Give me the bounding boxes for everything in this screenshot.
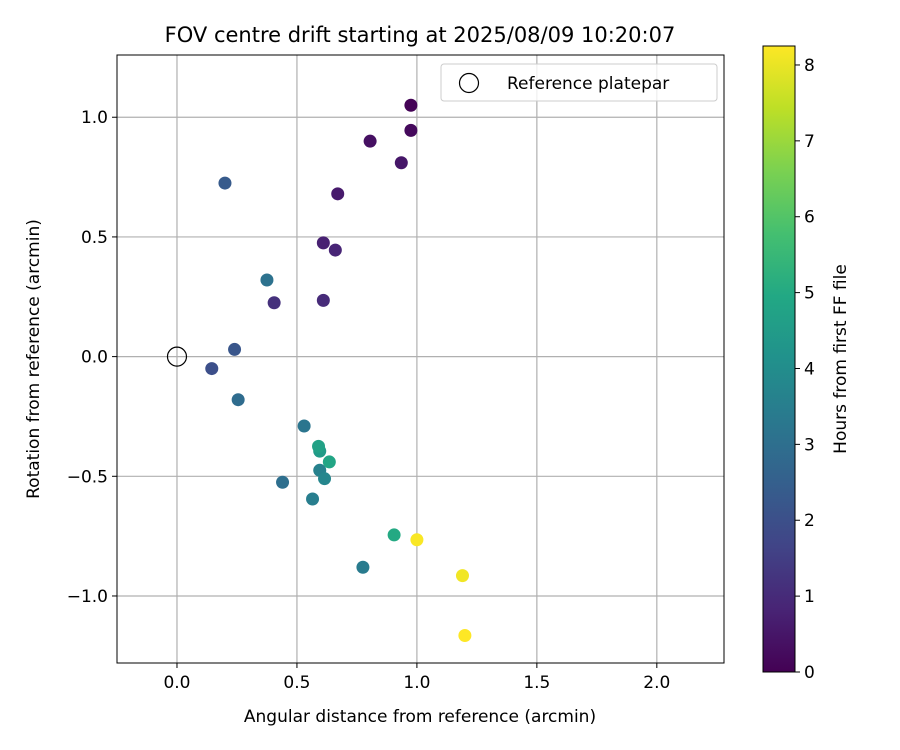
scatter-point xyxy=(394,156,408,170)
y-tick-label: −0.5 xyxy=(67,467,108,487)
reference-platepar-point xyxy=(166,346,188,367)
scatter-point xyxy=(312,439,326,453)
scatter-point xyxy=(297,419,311,433)
scatter-point xyxy=(306,492,320,506)
colorbar-tick-label: 1 xyxy=(804,587,815,607)
scatter-point xyxy=(404,98,418,112)
scatter-point xyxy=(231,393,245,407)
scatter-point xyxy=(458,628,472,642)
y-tick-label: 0.0 xyxy=(81,348,108,368)
y-axis-label: Rotation from reference (arcmin) xyxy=(24,219,44,499)
scatter-point xyxy=(218,176,232,190)
x-axis-label: Angular distance from reference (arcmin) xyxy=(244,707,596,727)
scatter-points xyxy=(166,98,472,642)
x-tick-label: 0.0 xyxy=(163,673,190,693)
scatter-point xyxy=(331,187,345,201)
scatter-point xyxy=(316,293,330,307)
colorbar-label: Hours from first FF file xyxy=(831,264,851,454)
grid xyxy=(117,55,724,663)
scatter-point xyxy=(228,342,242,356)
scatter-point xyxy=(318,472,332,486)
scatter-point xyxy=(363,134,377,148)
colorbar-tick-label: 2 xyxy=(804,511,815,531)
colorbar-tick-label: 4 xyxy=(804,359,815,379)
colorbar: 0 1 2 3 4 5 6 7 8 Hours from first FF file xyxy=(762,45,851,683)
colorbar-tick-label: 7 xyxy=(804,132,815,152)
scatter-point xyxy=(205,362,219,376)
x-axis: 0.0 0.5 1.0 1.5 2.0 xyxy=(163,663,670,693)
legend-box xyxy=(440,63,718,102)
scatter-point xyxy=(387,528,401,542)
legend-label: Reference platepar xyxy=(507,74,669,94)
scatter-point xyxy=(455,569,469,583)
scatter-point xyxy=(356,560,370,574)
colorbar-ticks: 0 1 2 3 4 5 6 7 8 xyxy=(795,56,815,683)
y-tick-label: 1.0 xyxy=(81,108,108,128)
colorbar-tick-label: 5 xyxy=(804,284,815,304)
scatter-point xyxy=(276,475,290,489)
scatter-point xyxy=(267,296,281,310)
colorbar-tick-label: 3 xyxy=(804,435,815,455)
scatter-point xyxy=(404,123,418,137)
scatter-point xyxy=(322,455,336,469)
colorbar-tick-label: 8 xyxy=(804,56,815,76)
colorbar-gradient xyxy=(762,45,796,673)
scatter-point xyxy=(410,533,424,547)
scatter-point xyxy=(316,236,330,250)
y-axis: −1.0 −0.5 0.0 0.5 1.0 xyxy=(67,108,117,607)
chart-title: FOV centre drift starting at 2025/08/09 … xyxy=(165,23,676,47)
x-tick-label: 1.0 xyxy=(403,673,430,693)
x-tick-label: 0.5 xyxy=(283,673,310,693)
scatter-point xyxy=(260,273,274,287)
plot-frame xyxy=(116,54,725,664)
colorbar-tick-label: 0 xyxy=(804,663,815,683)
colorbar-tick-label: 6 xyxy=(804,208,815,228)
y-tick-label: −1.0 xyxy=(67,587,108,607)
x-tick-label: 1.5 xyxy=(523,673,550,693)
x-tick-label: 2.0 xyxy=(643,673,670,693)
y-tick-label: 0.5 xyxy=(81,228,108,248)
scatter-point xyxy=(328,243,342,257)
legend: Reference platepar xyxy=(440,63,718,102)
legend-marker-icon xyxy=(458,72,480,94)
